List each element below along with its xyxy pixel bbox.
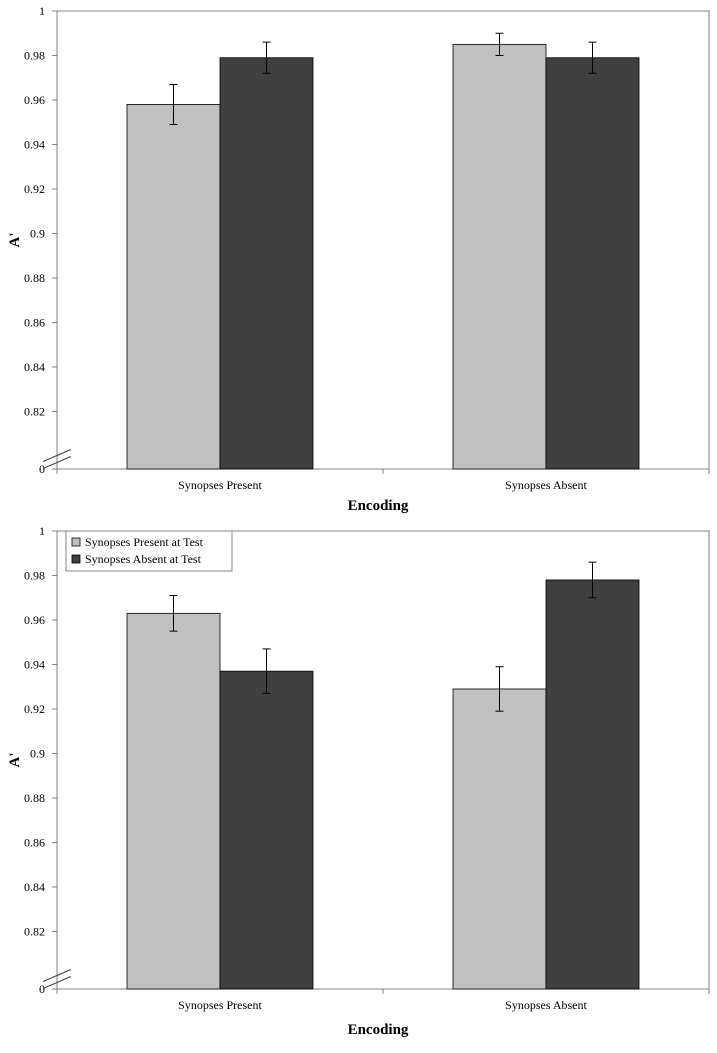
- bar: [219, 57, 314, 470]
- y-tick-label: 0.82: [24, 925, 45, 939]
- axis-break-mark: [42, 449, 72, 462]
- y-tick-label: 0.84: [24, 360, 45, 374]
- axis-break-mark: [42, 969, 72, 982]
- y-tick-label: 0.88: [24, 271, 45, 285]
- y-tick-label: 0.86: [24, 836, 45, 850]
- y-tick-label-zero: 0: [39, 982, 45, 996]
- x-axis-title: Encoding: [348, 498, 409, 514]
- y-tick-label: 0.98: [24, 569, 45, 583]
- legend-label: Synopses Present at Test: [85, 535, 204, 549]
- bar: [545, 579, 640, 990]
- bar: [126, 104, 221, 470]
- bar: [452, 688, 547, 990]
- bar: [219, 670, 314, 990]
- bar: [126, 612, 221, 990]
- y-tick-label: 0.94: [24, 138, 45, 152]
- axis-break-mark: [42, 456, 72, 469]
- x-axis-title: Encoding: [348, 1022, 409, 1038]
- y-tick-label: 0.96: [24, 93, 45, 107]
- y-tick-label: 0.92: [24, 702, 45, 716]
- bar: [452, 43, 547, 470]
- chart-top: 0.82 0.84 0.86 0.88 0.9 0.92 0.94 0.96 0.98 1 0 Syn…: [7, 4, 710, 514]
- y-tick-label: 0.88: [24, 791, 45, 805]
- y-tick-label: 0.86: [24, 316, 45, 330]
- axis-break-mark: [42, 976, 72, 989]
- y-tick-label: 0.9: [30, 227, 45, 241]
- x-category-label: Synopses Absent: [505, 478, 587, 492]
- y-axis-title: A': [7, 233, 23, 248]
- x-category-label: Synopses Present: [178, 478, 262, 492]
- y-tick-label: 1: [39, 4, 45, 18]
- y-tick-label: 0.9: [30, 747, 45, 761]
- y-tick-label: 0.96: [24, 613, 45, 627]
- y-tick-label: 0.98: [24, 49, 45, 63]
- y-tick-label: 0.84: [24, 880, 45, 894]
- bar: [545, 57, 640, 470]
- y-tick-label: 0.82: [24, 405, 45, 419]
- legend-swatch: [71, 537, 81, 547]
- y-axis-title: A': [7, 753, 23, 768]
- x-category-label: Synopses Present: [178, 998, 262, 1012]
- legend-box: [65, 530, 233, 572]
- y-tick-label: 0.94: [24, 658, 45, 672]
- y-tick-label: 1: [39, 524, 45, 538]
- legend-swatch: [71, 554, 81, 564]
- y-tick-label-zero: 0: [39, 462, 45, 476]
- x-category-label: Synopses Absent: [505, 998, 587, 1012]
- y-tick-label: 0.92: [24, 182, 45, 196]
- legend-label: Synopses Absent at Test: [85, 552, 202, 566]
- chart-bottom: 0.82 0.84 0.86 0.88 0.9 0.92 0.94 0.96 0.98 1 0 Syn…: [7, 524, 710, 1038]
